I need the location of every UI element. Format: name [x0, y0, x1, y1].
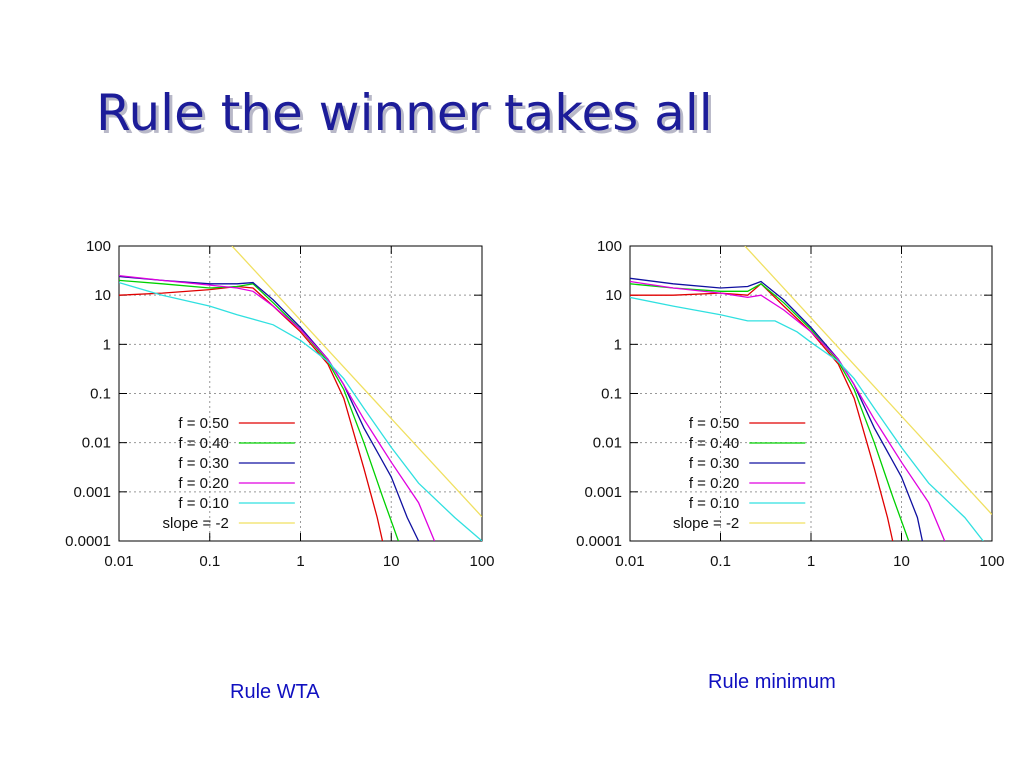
y-tick-label: 0.01: [593, 435, 622, 452]
plot-frame: [629, 245, 993, 542]
series-line: [630, 283, 910, 541]
x-tick-label: 10: [383, 553, 400, 570]
x-tick-label: 1: [296, 553, 304, 570]
y-tick-label: 0.0001: [65, 533, 111, 550]
chart: 0.01 0.1 1 10 100 0.0001 0.001 0.01 0.1 1 10 100 f =…: [65, 238, 494, 570]
y-tick-label: 1: [103, 336, 111, 353]
caption: Rule minimum: [708, 671, 836, 693]
legend-label: f = 0.20: [689, 475, 739, 492]
title-shadow: Rule the winner takes all: [99, 87, 716, 145]
series-line: [119, 285, 384, 541]
x-tick-label: 0.01: [615, 553, 644, 570]
series-line: [119, 279, 400, 541]
caption: Rule WTA: [230, 681, 320, 703]
y-tick-label: 10: [605, 287, 622, 304]
x-tick-label: 100: [469, 553, 494, 570]
legend-label: f = 0.50: [178, 415, 228, 432]
legend-label: f = 0.50: [689, 415, 739, 432]
series-line: [630, 282, 894, 541]
plot-frame: [118, 245, 483, 542]
legend-label: slope = -2: [163, 515, 229, 532]
chart: 0.01 0.1 1 10 100 0.0001 0.001 0.01 0.1 1 10 100 f =…: [576, 238, 1004, 570]
y-tick-label: 100: [597, 238, 622, 255]
legend-label: f = 0.10: [178, 495, 228, 512]
x-tick-label: 0.1: [199, 553, 220, 570]
legend-label: f = 0.30: [178, 455, 228, 472]
series-line: [231, 246, 482, 518]
series-line: [119, 275, 420, 541]
series-line: [119, 281, 482, 541]
x-tick-label: 100: [979, 553, 1004, 570]
y-tick-label: 0.1: [90, 386, 111, 403]
legend-label: slope = -2: [673, 515, 739, 532]
slide-title: Rule the winner takes all: [96, 84, 713, 142]
x-tick-label: 1: [807, 553, 815, 570]
legend-label: f = 0.30: [689, 455, 739, 472]
series-line: [630, 280, 946, 541]
x-tick-label: 0.01: [104, 553, 133, 570]
y-tick-label: 10: [94, 287, 111, 304]
series-line: [119, 274, 436, 541]
series-line: [630, 296, 984, 541]
x-tick-label: 0.1: [710, 553, 731, 570]
y-tick-label: 0.001: [73, 484, 111, 501]
y-tick-label: 1: [614, 336, 622, 353]
y-tick-label: 0.1: [601, 386, 622, 403]
series-line: [630, 277, 924, 541]
legend-label: f = 0.10: [689, 495, 739, 512]
legend-label: f = 0.40: [689, 435, 739, 452]
legend-label: f = 0.20: [178, 475, 228, 492]
y-tick-label: 100: [86, 238, 111, 255]
y-tick-label: 0.001: [584, 484, 622, 501]
legend-label: f = 0.40: [178, 435, 228, 452]
series-line: [744, 246, 992, 515]
y-tick-label: 0.01: [82, 435, 111, 452]
x-tick-label: 10: [893, 553, 910, 570]
y-tick-label: 0.0001: [576, 533, 622, 550]
